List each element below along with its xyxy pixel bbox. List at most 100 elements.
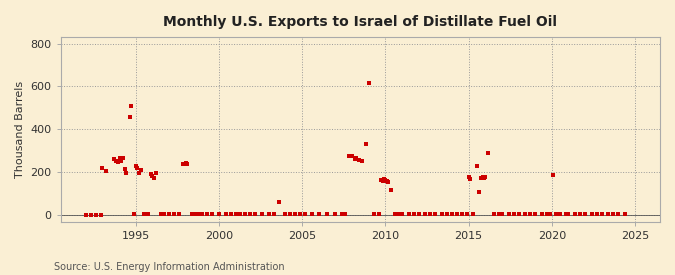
Point [530,212,541,216]
Point [360,142,371,147]
Point [285,212,296,216]
Point [496,212,507,216]
Point [116,158,127,163]
Point [555,212,566,216]
Point [563,212,574,216]
Point [596,212,607,216]
Point [447,212,458,216]
Point [537,212,547,216]
Point [376,178,387,182]
Point [473,190,484,194]
Point [322,212,333,216]
Point [430,212,441,216]
Point [587,212,597,216]
Point [111,158,122,163]
Point [377,179,388,184]
Point [132,166,142,170]
Point [159,212,169,216]
Title: Monthly U.S. Exports to Israel of Distillate Fuel Oil: Monthly U.S. Exports to Israel of Distil… [163,15,558,29]
Point [613,212,624,216]
Point [541,212,552,216]
Point [437,212,448,216]
Point [381,179,392,183]
Point [379,177,389,182]
Point [351,156,362,160]
Point [147,173,158,178]
Point [524,212,535,216]
Point [603,212,614,216]
Point [354,158,364,162]
Point [356,159,367,163]
Point [608,212,619,216]
Point [520,212,531,216]
Point [493,212,504,216]
Point [467,212,478,216]
Point [126,104,137,108]
Point [173,212,184,216]
Point [155,212,166,216]
Point [245,212,256,216]
Point [273,200,284,205]
Point [225,212,236,216]
Point [389,212,400,216]
Point [385,188,396,192]
Point [488,212,499,216]
Point [128,212,139,216]
Point [101,169,111,174]
Point [109,157,119,162]
Point [235,212,246,216]
Point [580,212,591,216]
Point [337,212,348,216]
Point [114,156,125,161]
Text: Source: U.S. Energy Information Administration: Source: U.S. Energy Information Administ… [54,262,285,272]
Point [145,172,156,177]
Point [551,212,562,216]
Point [290,212,301,216]
Point [452,212,462,216]
Point [190,212,201,216]
Point [240,212,251,216]
Point [373,212,384,216]
Point [250,212,261,216]
Point [169,212,180,216]
Point [313,212,324,216]
Point [95,213,106,218]
Point [369,212,379,216]
Point [441,212,452,216]
Point [207,212,217,216]
Point [462,212,472,216]
Point [220,212,231,216]
Point [513,212,524,216]
Point [383,180,394,184]
Point [124,114,135,119]
Point [121,171,132,176]
Point [480,175,491,180]
Point [134,171,144,176]
Point [620,212,630,216]
Point [202,212,213,216]
Point [476,176,487,180]
Point [163,212,174,216]
Point [350,157,360,161]
Point [413,212,424,216]
Point [465,177,476,182]
Point [425,212,435,216]
Point [280,212,291,216]
Point [344,154,354,158]
Point [403,212,414,216]
Point [547,173,558,177]
Point [197,212,208,216]
Point [330,212,341,216]
Point [97,166,108,170]
Point [306,212,317,216]
Point [560,212,571,216]
Point [230,212,241,216]
Point [363,81,374,86]
Point [187,212,198,216]
Point [256,212,267,216]
Point [194,212,205,216]
Point [180,161,191,165]
Point [295,212,306,216]
Point [570,212,580,216]
Point [90,213,101,218]
